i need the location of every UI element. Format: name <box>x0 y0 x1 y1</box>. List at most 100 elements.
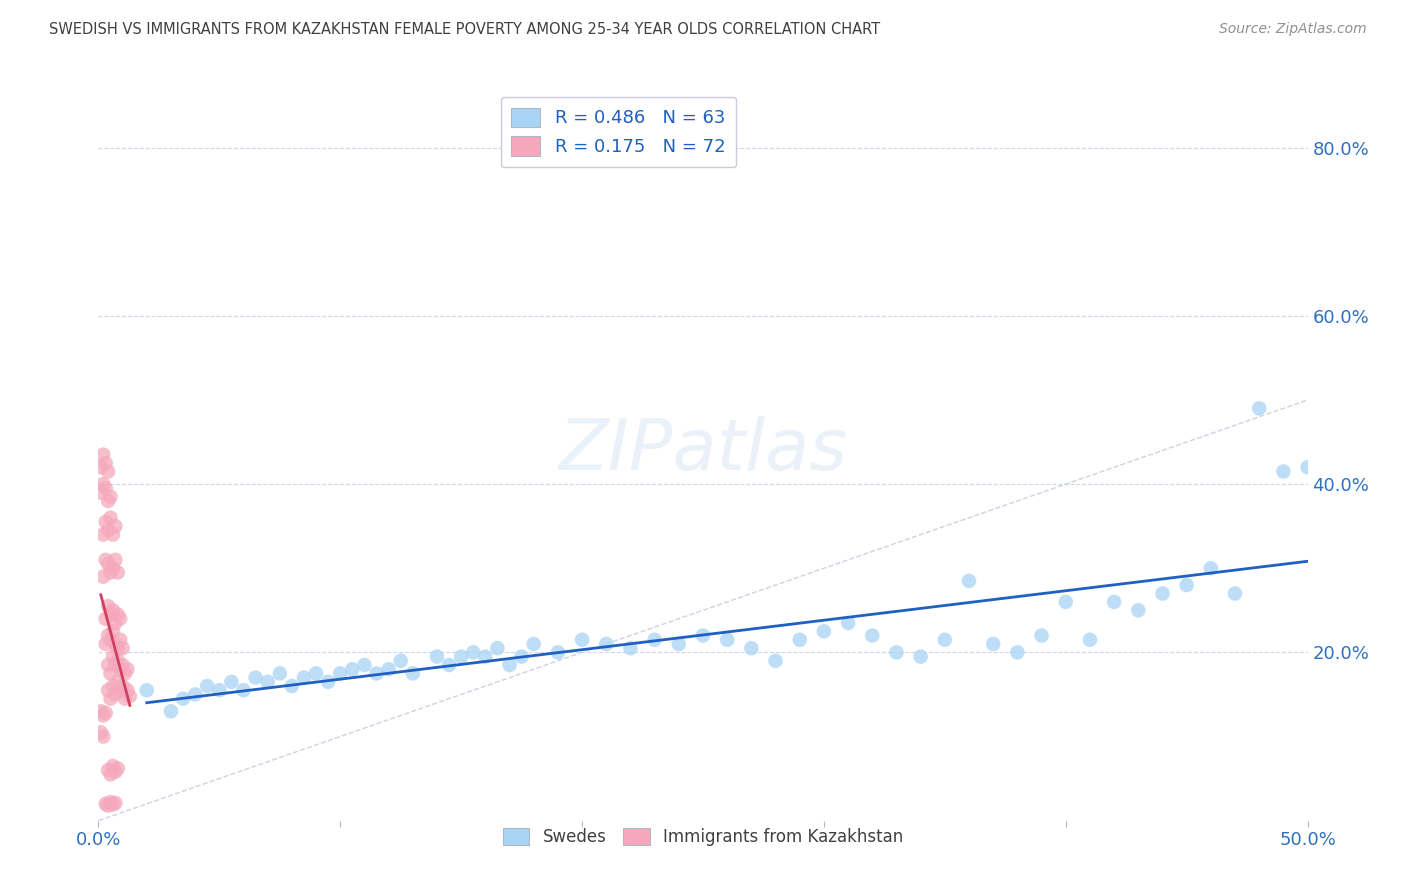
Point <box>117 683 139 698</box>
Point <box>100 607 122 622</box>
Text: SWEDISH VS IMMIGRANTS FROM KAZAKHSTAN FEMALE POVERTY AMONG 25-34 YEAR OLDS CORRE: SWEDISH VS IMMIGRANTS FROM KAZAKHSTAN FE… <box>49 22 880 37</box>
Point <box>97 494 120 508</box>
Point <box>104 764 127 779</box>
Point <box>107 654 129 668</box>
Point <box>740 641 762 656</box>
Point <box>692 628 714 642</box>
Point <box>100 490 122 504</box>
Point <box>94 706 117 720</box>
Point <box>837 615 859 630</box>
Point <box>97 599 120 613</box>
Point <box>104 658 127 673</box>
Point <box>101 527 124 541</box>
Point <box>256 674 278 689</box>
Point <box>94 612 117 626</box>
Point <box>426 649 449 664</box>
Point <box>100 795 122 809</box>
Point <box>97 557 120 571</box>
Point <box>94 515 117 529</box>
Point <box>97 658 120 673</box>
Point <box>329 666 352 681</box>
Point <box>91 448 114 462</box>
Point <box>813 624 835 639</box>
Point <box>97 763 120 777</box>
Point <box>571 632 593 647</box>
Point <box>101 797 124 812</box>
Point <box>221 674 243 689</box>
Point <box>353 658 375 673</box>
Point <box>474 649 496 664</box>
Point <box>305 666 328 681</box>
Point <box>107 566 129 580</box>
Point <box>100 767 122 781</box>
Point <box>184 688 207 702</box>
Point <box>316 674 339 689</box>
Point <box>981 637 1004 651</box>
Point <box>366 666 388 681</box>
Point <box>208 683 231 698</box>
Point <box>789 632 811 647</box>
Point <box>101 603 124 617</box>
Point <box>1128 603 1150 617</box>
Point <box>1078 632 1101 647</box>
Point <box>523 637 546 651</box>
Point <box>118 689 141 703</box>
Point <box>94 553 117 567</box>
Point <box>101 624 124 639</box>
Point <box>94 797 117 811</box>
Point <box>90 485 112 500</box>
Point <box>463 645 485 659</box>
Point <box>281 679 304 693</box>
Point <box>1223 586 1246 600</box>
Point <box>1175 578 1198 592</box>
Point <box>100 691 122 706</box>
Point <box>101 759 124 773</box>
Point <box>104 637 127 651</box>
Point <box>934 632 956 647</box>
Point <box>716 632 738 647</box>
Point <box>342 662 364 676</box>
Point <box>619 641 641 656</box>
Point <box>498 658 520 673</box>
Point <box>100 666 122 681</box>
Point <box>135 683 157 698</box>
Point <box>94 481 117 495</box>
Point <box>232 683 254 698</box>
Point <box>97 524 120 538</box>
Text: ZIPatlas: ZIPatlas <box>558 416 848 485</box>
Point <box>111 679 134 693</box>
Point <box>886 645 908 659</box>
Point <box>108 612 131 626</box>
Point <box>292 671 315 685</box>
Point <box>1007 645 1029 659</box>
Point <box>108 632 131 647</box>
Point <box>117 662 139 676</box>
Point <box>860 628 883 642</box>
Point <box>101 679 124 693</box>
Point <box>269 666 291 681</box>
Point <box>107 641 129 656</box>
Point <box>104 615 127 630</box>
Text: Source: ZipAtlas.com: Source: ZipAtlas.com <box>1219 22 1367 37</box>
Point <box>108 662 131 676</box>
Point <box>91 569 114 583</box>
Point <box>402 666 425 681</box>
Point <box>94 637 117 651</box>
Point <box>91 477 114 491</box>
Point <box>97 465 120 479</box>
Point <box>114 691 136 706</box>
Point <box>90 725 112 739</box>
Point <box>100 632 122 647</box>
Point <box>100 510 122 524</box>
Point <box>644 632 666 647</box>
Point <box>486 641 509 656</box>
Point <box>91 730 114 744</box>
Point <box>114 666 136 681</box>
Point <box>910 649 932 664</box>
Point <box>107 674 129 689</box>
Point <box>1054 595 1077 609</box>
Point <box>104 553 127 567</box>
Point <box>377 662 399 676</box>
Point <box>111 641 134 656</box>
Point <box>389 654 412 668</box>
